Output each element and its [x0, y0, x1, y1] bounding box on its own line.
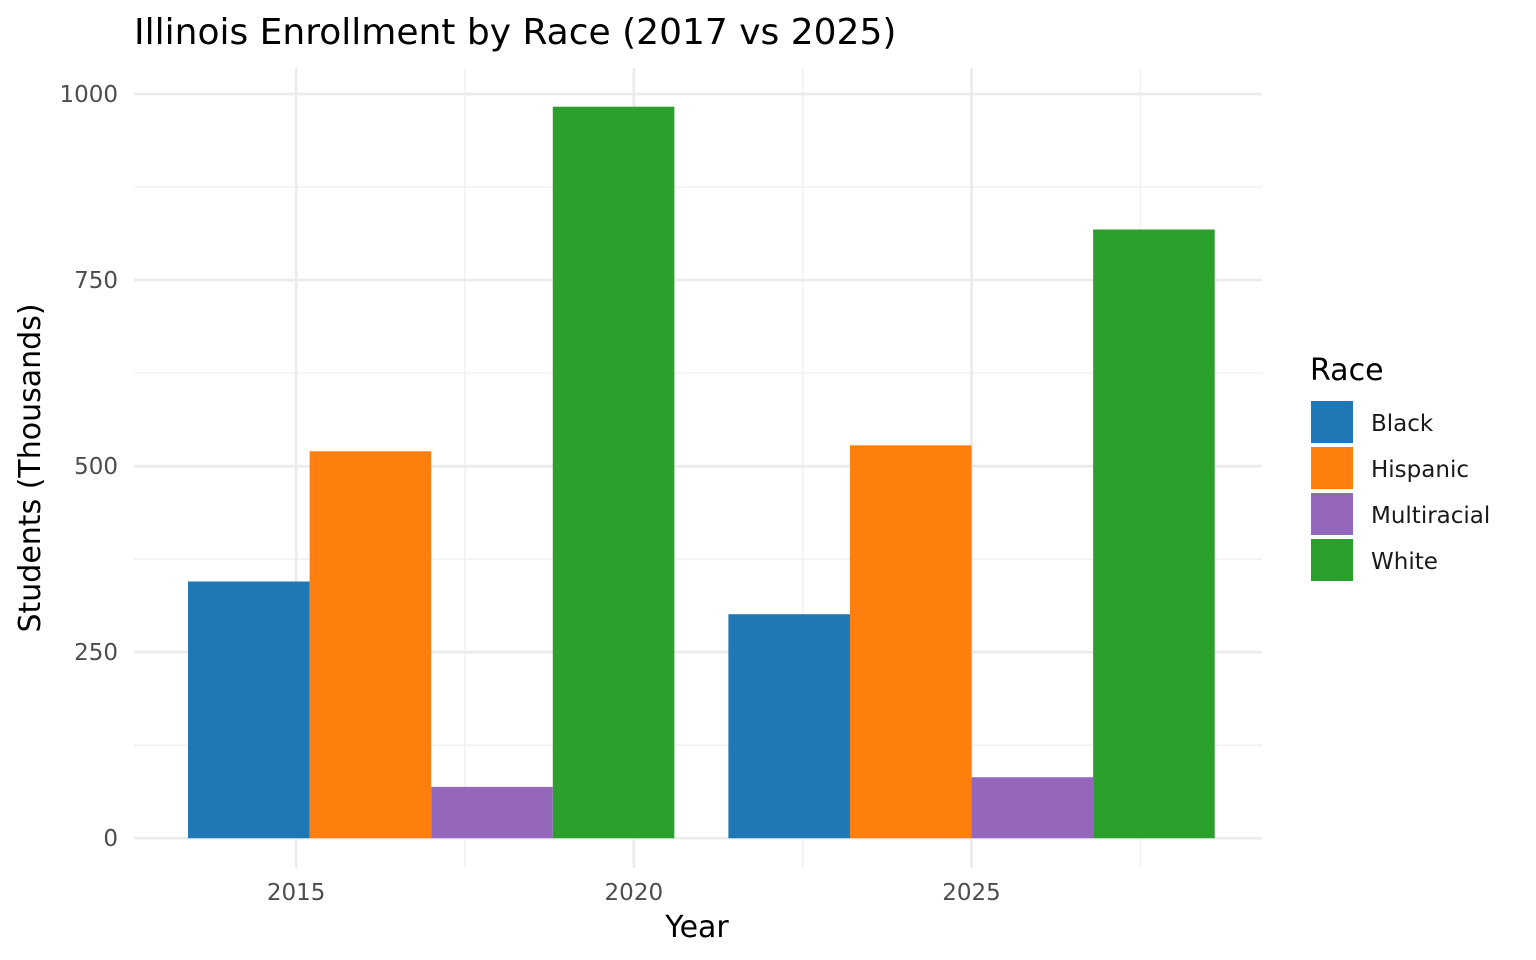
legend-label-multiracial: Multiracial — [1371, 503, 1490, 529]
y-tick-label: 1000 — [59, 82, 118, 108]
legend: Race Black Hispanic Multiracial White — [1310, 353, 1490, 581]
bar-white-2017 — [552, 106, 675, 839]
bar-multiracial-2017 — [431, 786, 553, 839]
bar-black-2025 — [728, 614, 850, 839]
chart-title: Illinois Enrollment by Race (2017 vs 202… — [134, 12, 896, 53]
legend-swatch-black — [1311, 401, 1353, 443]
x-tick-label: 2025 — [942, 880, 1001, 906]
bar-hispanic-2025 — [849, 445, 972, 839]
y-tick-label: 0 — [103, 826, 118, 852]
legend-label-white: White — [1371, 549, 1438, 575]
x-tick-label: 2015 — [267, 880, 326, 906]
x-axis-ticks: 2015 2020 2025 — [267, 880, 1001, 906]
y-tick-label: 750 — [74, 268, 118, 294]
legend-label-hispanic: Hispanic — [1371, 457, 1469, 483]
bar-black-2017 — [188, 581, 310, 839]
bar-multiracial-2025 — [971, 777, 1094, 839]
y-axis-ticks: 0 250 500 750 1000 — [59, 82, 118, 852]
legend-title: Race — [1310, 353, 1384, 388]
bars — [188, 106, 1215, 839]
x-tick-label: 2020 — [605, 880, 664, 906]
legend-swatch-hispanic — [1311, 447, 1353, 489]
x-axis-title: Year — [664, 910, 729, 945]
legend-label-black: Black — [1371, 411, 1434, 437]
legend-swatch-multiracial — [1311, 493, 1353, 535]
y-axis-title: Students (Thousands) — [13, 303, 48, 632]
y-tick-label: 250 — [74, 640, 118, 666]
bar-white-2025 — [1093, 229, 1215, 839]
y-tick-label: 500 — [74, 454, 118, 480]
bar-hispanic-2017 — [309, 451, 432, 839]
legend-swatch-white — [1311, 539, 1353, 581]
